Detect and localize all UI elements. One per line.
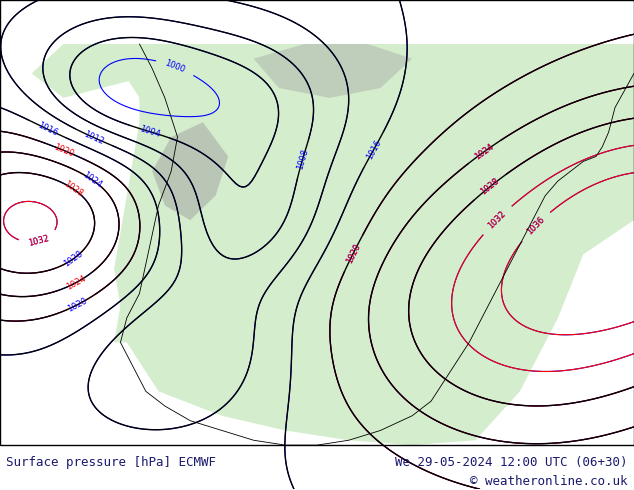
Text: 1036: 1036 — [525, 216, 546, 237]
Text: 1012: 1012 — [82, 129, 105, 146]
Text: 1016: 1016 — [365, 139, 382, 161]
Text: 1016: 1016 — [36, 121, 59, 138]
Text: 1032: 1032 — [27, 234, 50, 248]
Text: 1024: 1024 — [65, 273, 88, 292]
Text: 1036: 1036 — [525, 216, 546, 237]
Text: 1000: 1000 — [164, 59, 186, 75]
Text: We 29-05-2024 12:00 UTC (06+30): We 29-05-2024 12:00 UTC (06+30) — [395, 456, 628, 469]
Text: 1024: 1024 — [81, 171, 103, 190]
Text: 1020: 1020 — [66, 296, 89, 314]
Text: 1028: 1028 — [479, 177, 501, 197]
Text: 1004: 1004 — [138, 124, 161, 139]
Text: 1020: 1020 — [52, 142, 75, 159]
Bar — [0, 445, 634, 489]
Text: 1032: 1032 — [486, 209, 508, 231]
Text: 1032: 1032 — [27, 234, 50, 248]
Text: 1028: 1028 — [479, 177, 501, 197]
Text: 1008: 1008 — [295, 147, 310, 171]
Text: 1020: 1020 — [345, 242, 362, 265]
Text: © weatheronline.co.uk: © weatheronline.co.uk — [470, 475, 628, 489]
Text: 1028: 1028 — [62, 249, 84, 269]
Text: 1028: 1028 — [62, 179, 84, 198]
Text: 1032: 1032 — [486, 209, 508, 231]
Text: 1024: 1024 — [473, 142, 495, 161]
Text: Surface pressure [hPa] ECMWF: Surface pressure [hPa] ECMWF — [6, 456, 216, 469]
Text: 1024: 1024 — [473, 142, 495, 161]
Text: 1020: 1020 — [345, 242, 362, 265]
